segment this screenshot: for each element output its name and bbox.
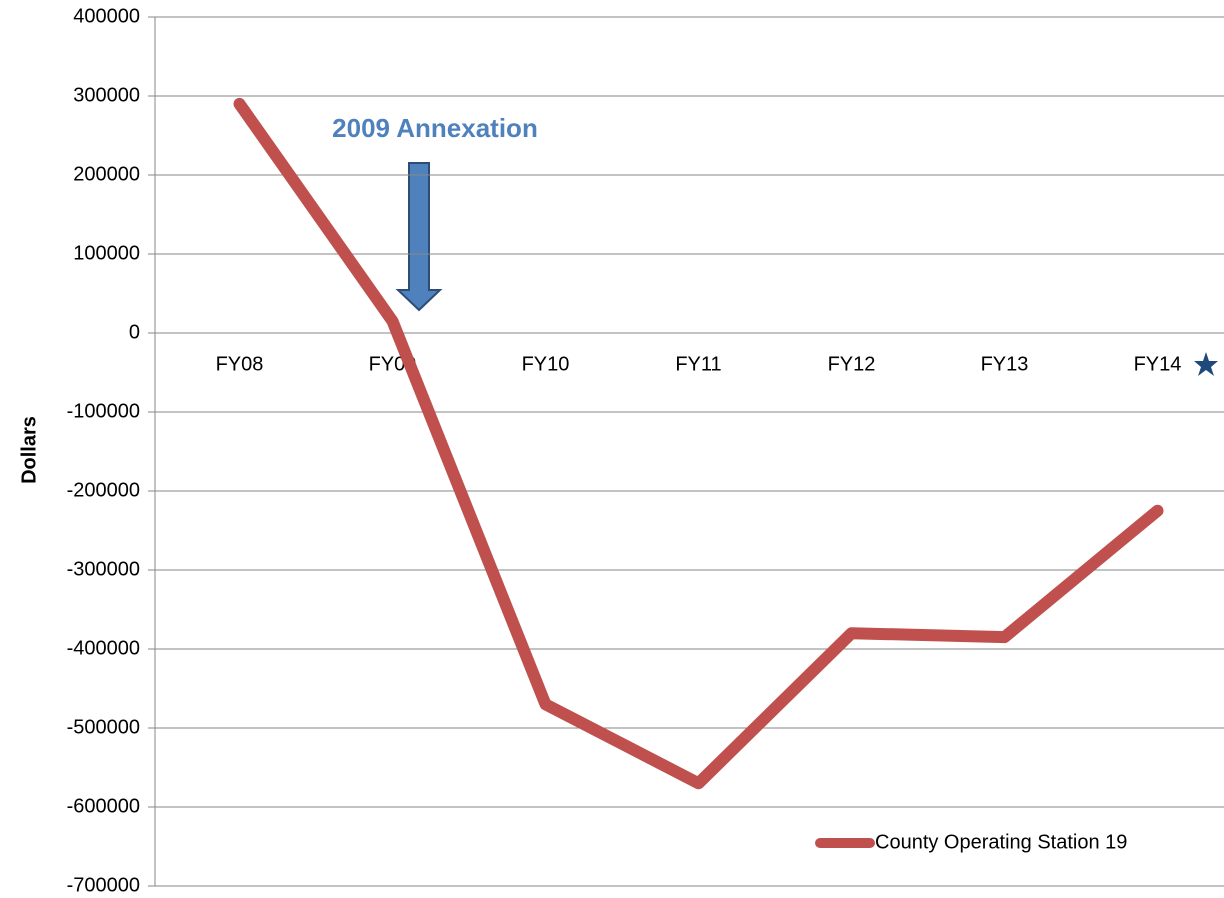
series-line	[233, 97, 1164, 790]
x-tick-label: FY10	[522, 353, 570, 375]
star	[1194, 352, 1218, 376]
y-tick-label: -500000	[67, 716, 140, 738]
y-tick-label: -400000	[67, 637, 140, 659]
y-tick-label: 300000	[73, 84, 140, 106]
x-tick-label: FY08	[216, 353, 264, 375]
y-tick-label: -100000	[67, 400, 140, 422]
y-tick-label: -300000	[67, 558, 140, 580]
y-tick-label: 0	[129, 321, 140, 343]
y-tick-label: -600000	[67, 795, 140, 817]
y-tick-label: -700000	[67, 874, 140, 896]
x-tick-label: FY12	[828, 353, 876, 375]
annotation-arrow	[395, 162, 443, 312]
x-tick-label: FY13	[981, 353, 1029, 375]
y-tick-label: 400000	[73, 5, 140, 27]
y-tick-label: 100000	[73, 242, 140, 264]
x-tick-label: FY14	[1134, 353, 1182, 375]
y-tick-label: 200000	[73, 163, 140, 185]
annotation: 2009 Annexation	[332, 113, 538, 143]
y-tick-label: -200000	[67, 479, 140, 501]
legend-label: County Operating Station 19	[875, 831, 1127, 853]
x-tick-label: FY11	[675, 353, 721, 375]
y-axis-label: Dollars	[18, 416, 40, 484]
